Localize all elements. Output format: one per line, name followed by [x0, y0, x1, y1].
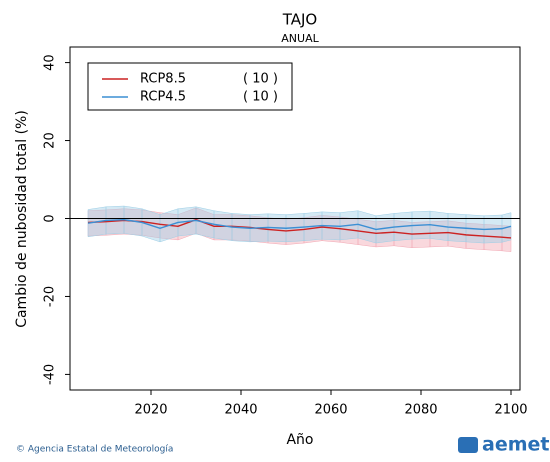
series-line [87, 218, 512, 231]
credit: © Agencia Estatal de Meteorología [16, 445, 173, 455]
logo-text: aemet [482, 434, 549, 456]
y-tick-label: 0 [43, 214, 58, 222]
legend-label: RCP4.5 [140, 90, 186, 105]
x-tick-label: 2100 [494, 403, 527, 418]
legend-label: RCP8.5 [140, 72, 186, 87]
y-axis-label: Cambio de nubosidad total (%) [14, 110, 30, 328]
y-tick-label: -40 [43, 364, 58, 385]
legend-count: ( 10 ) [243, 72, 278, 87]
chart-subtitle: ANUAL [281, 32, 319, 45]
x-tick-label: 2060 [314, 403, 347, 418]
y-tick-label: 40 [43, 54, 58, 71]
logo-icon [458, 437, 478, 453]
legend-count: ( 10 ) [243, 90, 278, 105]
x-tick-label: 2020 [134, 403, 167, 418]
legend-box [87, 62, 293, 111]
x-tick-label: 2080 [404, 403, 437, 418]
x-axis-label: Año [286, 432, 313, 448]
series-line [87, 218, 512, 239]
y-tick-label: 20 [43, 132, 58, 149]
logo: aemet [458, 434, 549, 456]
y-tick-label: -20 [43, 286, 58, 307]
chart-title: TAJO [282, 11, 318, 29]
legend: RCP8.5 ( 10 ) RCP4.5 ( 10 ) [87, 62, 293, 111]
x-tick-label: 2040 [224, 403, 257, 418]
